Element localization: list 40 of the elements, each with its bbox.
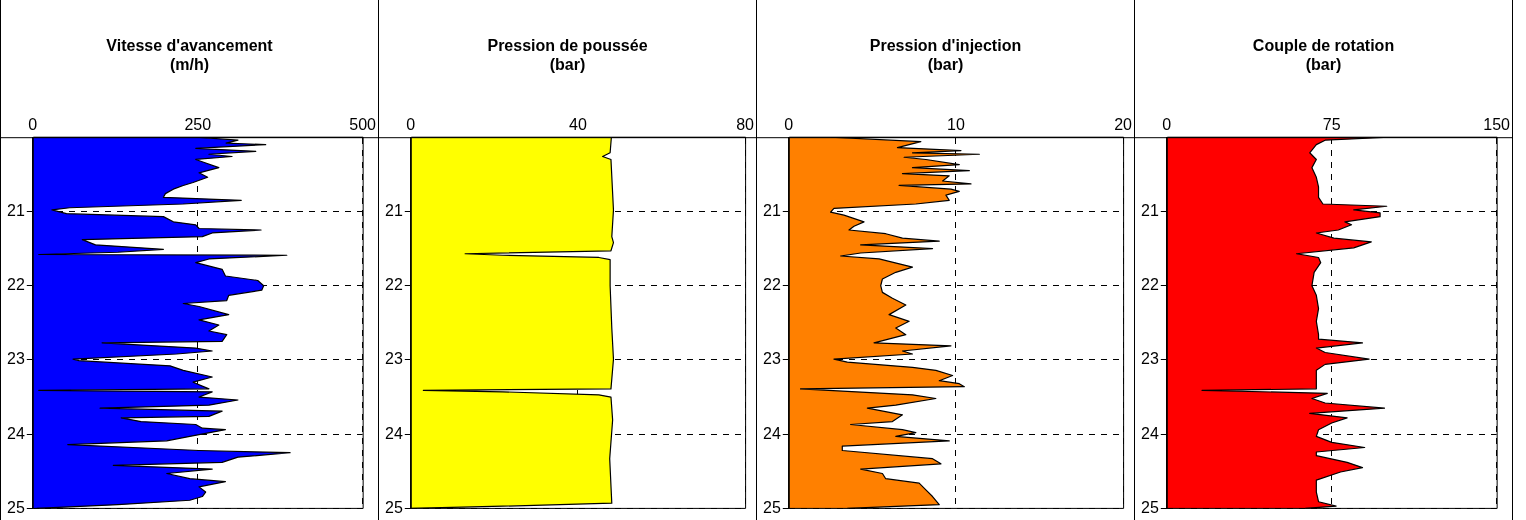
x-tick-label: 500 <box>349 116 377 134</box>
x-tick-label: 40 <box>569 116 587 134</box>
chart-title: Couple de rotation <box>1251 36 1396 55</box>
y-tick-label: 22 <box>763 276 781 294</box>
x-tick-label: 0 <box>784 116 794 134</box>
y-tick-label: 21 <box>763 201 781 219</box>
y-tick-label: 24 <box>7 424 25 442</box>
y-tick-label: 22 <box>1141 276 1159 294</box>
y-tick-label: 22 <box>7 276 25 294</box>
x-tick-label: 0 <box>406 116 416 134</box>
y-tick-label: 22 <box>385 276 403 294</box>
y-tick-label: 21 <box>385 201 403 219</box>
chart-title: Pression de poussée <box>486 36 649 55</box>
chart-subtitle: (m/h) <box>168 55 211 74</box>
chart-title: Pression d'injection <box>868 36 1023 55</box>
x-tick-label: 0 <box>1162 116 1172 134</box>
y-tick-label: 25 <box>763 498 781 516</box>
y-tick-label: 23 <box>763 350 781 368</box>
y-tick-label: 25 <box>1141 498 1159 516</box>
y-tick-label: 25 <box>385 498 403 516</box>
y-tick-label: 23 <box>7 350 25 368</box>
x-tick-label: 75 <box>1322 116 1341 134</box>
y-tick-label: 23 <box>385 350 403 368</box>
y-tick-label: 25 <box>7 498 25 516</box>
x-tick-label: 20 <box>1114 116 1133 134</box>
y-tick-label: 24 <box>763 424 781 442</box>
y-tick-label: 24 <box>1141 424 1159 442</box>
x-tick-label: 250 <box>184 116 212 134</box>
x-tick-label: 10 <box>947 116 965 134</box>
chart-subtitle: (bar) <box>926 55 965 74</box>
x-tick-label: 80 <box>736 116 755 134</box>
chart-subtitle: (bar) <box>1304 55 1343 74</box>
y-tick-label: 21 <box>1141 201 1159 219</box>
chart-subtitle: (bar) <box>548 55 587 74</box>
chart-title: Vitesse d'avancement <box>105 36 274 55</box>
y-tick-label: 24 <box>385 424 403 442</box>
y-tick-label: 21 <box>7 201 25 219</box>
x-tick-label: 150 <box>1483 116 1511 134</box>
y-tick-label: 23 <box>1141 350 1159 368</box>
x-tick-label: 0 <box>28 116 38 134</box>
